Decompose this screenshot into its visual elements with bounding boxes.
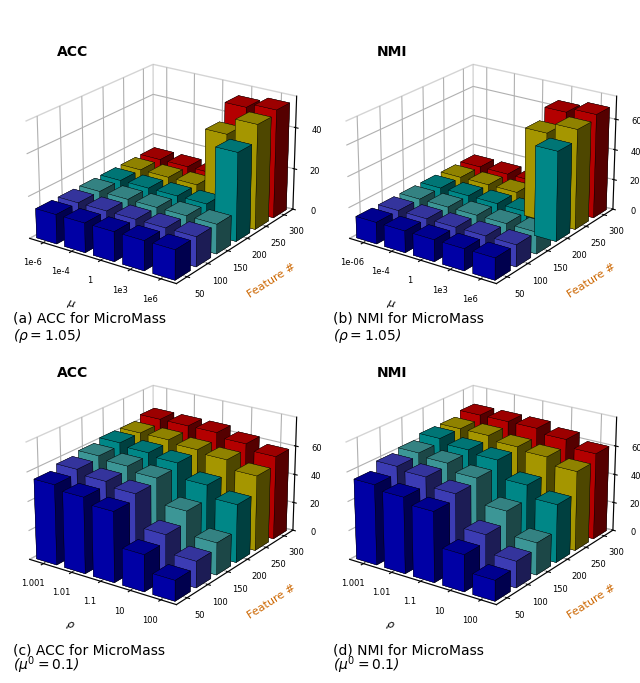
- Y-axis label: Feature #: Feature #: [246, 583, 298, 620]
- Text: ACC: ACC: [57, 45, 88, 59]
- X-axis label: $\rho$: $\rho$: [385, 619, 397, 633]
- Text: ACC: ACC: [57, 366, 88, 380]
- X-axis label: $\rho$: $\rho$: [65, 619, 77, 633]
- Text: ($\mu^0 = 0.1$): ($\mu^0 = 0.1$): [333, 654, 399, 676]
- Y-axis label: Feature #: Feature #: [566, 583, 618, 620]
- Text: ($\mu^0 = 0.1$): ($\mu^0 = 0.1$): [13, 654, 79, 676]
- Text: NMI: NMI: [377, 366, 408, 380]
- Text: NMI: NMI: [377, 45, 408, 59]
- X-axis label: $\mu$: $\mu$: [65, 298, 76, 312]
- Y-axis label: Feature #: Feature #: [246, 262, 298, 299]
- Text: (d) NMI for MicroMass: (d) NMI for MicroMass: [333, 643, 484, 657]
- Text: (b) NMI for MicroMass: (b) NMI for MicroMass: [333, 312, 484, 326]
- Text: ($\rho = 1.05$): ($\rho = 1.05$): [13, 327, 81, 345]
- Text: (c) ACC for MicroMass: (c) ACC for MicroMass: [13, 643, 165, 657]
- X-axis label: $\mu$: $\mu$: [385, 298, 396, 312]
- Y-axis label: Feature #: Feature #: [566, 262, 618, 299]
- Text: ($\rho = 1.05$): ($\rho = 1.05$): [333, 327, 401, 345]
- Text: (a) ACC for MicroMass: (a) ACC for MicroMass: [13, 312, 166, 326]
